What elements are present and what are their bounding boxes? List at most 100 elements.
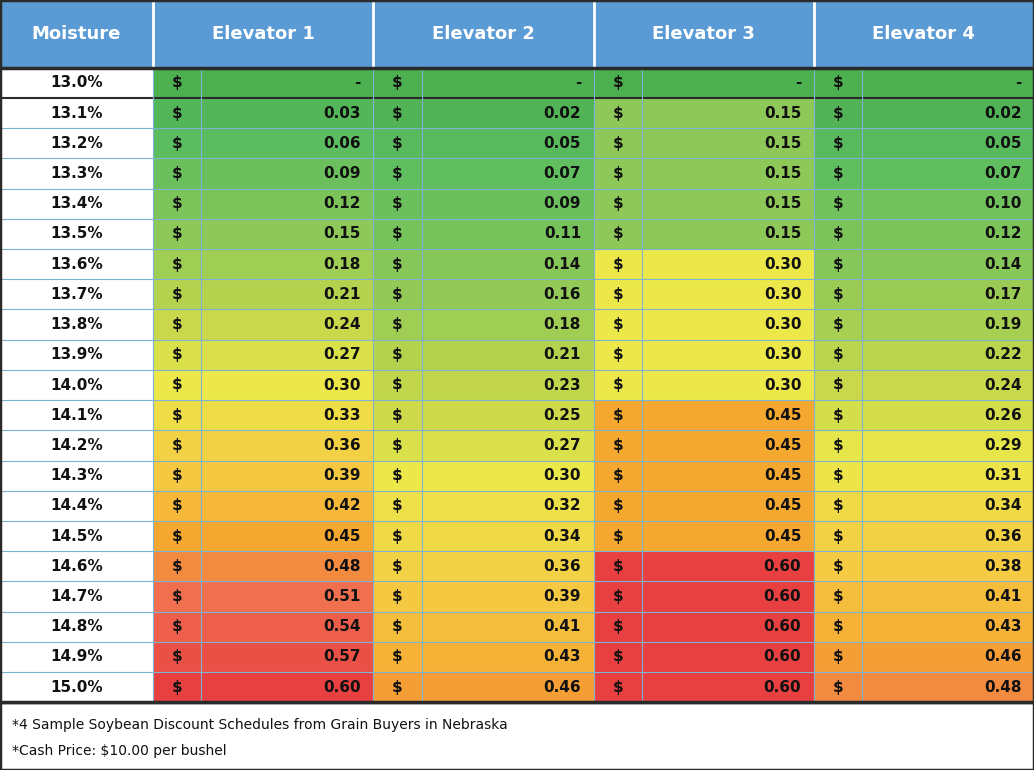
- Text: $: $: [612, 256, 624, 272]
- Text: $: $: [172, 226, 183, 242]
- Bar: [373, 611, 594, 642]
- Text: $: $: [832, 649, 844, 665]
- Bar: [153, 521, 373, 551]
- Text: $: $: [172, 256, 183, 272]
- Bar: [594, 68, 814, 98]
- Text: 0.30: 0.30: [324, 377, 361, 393]
- Text: 0.12: 0.12: [324, 196, 361, 211]
- Text: 14.9%: 14.9%: [51, 649, 102, 665]
- Text: $: $: [172, 407, 183, 423]
- Bar: [153, 249, 373, 280]
- Bar: [594, 460, 814, 490]
- Text: 0.14: 0.14: [984, 256, 1022, 272]
- Text: 0.60: 0.60: [324, 680, 361, 695]
- Bar: [153, 551, 373, 581]
- Text: $: $: [612, 680, 624, 695]
- Text: $: $: [392, 317, 403, 332]
- Text: 0.06: 0.06: [324, 136, 361, 151]
- Text: 0.23: 0.23: [544, 377, 581, 393]
- Text: $: $: [832, 136, 844, 151]
- Text: 0.34: 0.34: [984, 498, 1022, 514]
- Bar: [373, 551, 594, 581]
- Text: 0.15: 0.15: [764, 196, 801, 211]
- Text: 0.15: 0.15: [764, 105, 801, 121]
- Text: $: $: [832, 680, 844, 695]
- Text: $: $: [172, 559, 183, 574]
- Text: 0.48: 0.48: [984, 680, 1022, 695]
- Text: $: $: [392, 589, 403, 604]
- Text: 13.0%: 13.0%: [51, 75, 102, 90]
- Text: $: $: [392, 619, 403, 634]
- Bar: [594, 400, 814, 430]
- Text: 0.15: 0.15: [764, 166, 801, 181]
- Bar: [153, 370, 373, 400]
- Bar: [153, 611, 373, 642]
- Text: 0.16: 0.16: [544, 287, 581, 302]
- Text: $: $: [612, 347, 624, 363]
- Text: 0.45: 0.45: [764, 407, 801, 423]
- Text: 0.34: 0.34: [544, 528, 581, 544]
- Bar: [814, 249, 1034, 280]
- Bar: [0, 551, 153, 581]
- Text: 0.41: 0.41: [544, 619, 581, 634]
- Bar: [373, 400, 594, 430]
- Text: 14.8%: 14.8%: [51, 619, 102, 634]
- Text: 0.17: 0.17: [984, 287, 1022, 302]
- Text: 0.46: 0.46: [544, 680, 581, 695]
- Text: $: $: [612, 226, 624, 242]
- Bar: [153, 280, 373, 310]
- Text: $: $: [612, 136, 624, 151]
- Bar: [153, 98, 373, 128]
- Text: $: $: [832, 347, 844, 363]
- Text: $: $: [832, 105, 844, 121]
- Bar: [594, 98, 814, 128]
- Bar: [594, 0, 814, 68]
- Bar: [594, 128, 814, 159]
- Text: 13.6%: 13.6%: [50, 256, 103, 272]
- Text: $: $: [172, 377, 183, 393]
- Bar: [153, 189, 373, 219]
- Bar: [153, 581, 373, 611]
- Bar: [153, 490, 373, 521]
- Bar: [373, 672, 594, 702]
- Bar: [594, 672, 814, 702]
- Bar: [373, 98, 594, 128]
- Bar: [814, 159, 1034, 189]
- Text: 0.42: 0.42: [324, 498, 361, 514]
- Text: $: $: [832, 559, 844, 574]
- Text: 0.18: 0.18: [544, 317, 581, 332]
- Text: 0.30: 0.30: [764, 287, 801, 302]
- Text: 0.15: 0.15: [324, 226, 361, 242]
- Text: 14.6%: 14.6%: [50, 559, 103, 574]
- Text: 0.09: 0.09: [324, 166, 361, 181]
- Bar: [814, 642, 1034, 672]
- Bar: [373, 280, 594, 310]
- Bar: [373, 581, 594, 611]
- Text: $: $: [392, 559, 403, 574]
- Text: $: $: [612, 377, 624, 393]
- Text: $: $: [612, 559, 624, 574]
- Text: 0.43: 0.43: [544, 649, 581, 665]
- Bar: [0, 128, 153, 159]
- Text: $: $: [392, 196, 403, 211]
- Bar: [814, 460, 1034, 490]
- Text: $: $: [392, 377, 403, 393]
- Text: 0.24: 0.24: [324, 317, 361, 332]
- Text: 0.12: 0.12: [984, 226, 1022, 242]
- Text: $: $: [832, 226, 844, 242]
- Text: $: $: [392, 105, 403, 121]
- Text: $: $: [392, 226, 403, 242]
- Text: $: $: [172, 196, 183, 211]
- Text: 0.30: 0.30: [764, 347, 801, 363]
- Text: $: $: [172, 438, 183, 453]
- Bar: [0, 460, 153, 490]
- Text: 13.4%: 13.4%: [51, 196, 102, 211]
- Text: $: $: [392, 498, 403, 514]
- Text: Elevator 3: Elevator 3: [652, 25, 755, 43]
- Text: 0.29: 0.29: [984, 438, 1022, 453]
- Bar: [814, 98, 1034, 128]
- Text: Elevator 1: Elevator 1: [212, 25, 314, 43]
- Text: 0.41: 0.41: [984, 589, 1022, 604]
- Text: $: $: [172, 287, 183, 302]
- Bar: [594, 249, 814, 280]
